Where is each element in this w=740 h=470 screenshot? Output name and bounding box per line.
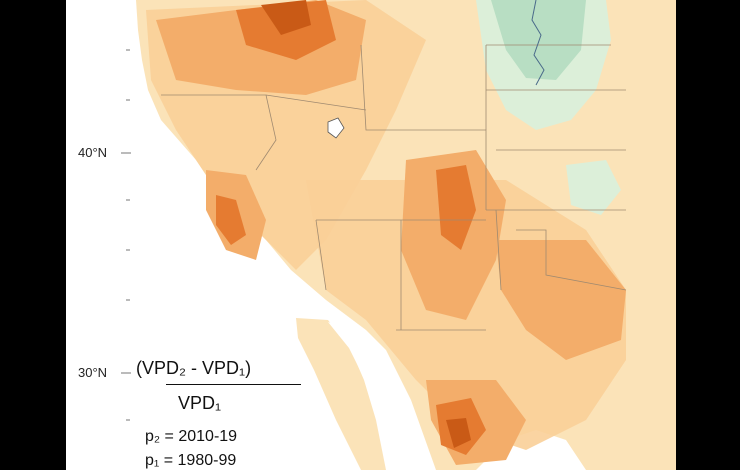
- latitude-label-40n: 40°N: [78, 145, 108, 160]
- period-1-label: p₁ = 1980-99: [145, 452, 237, 469]
- map-frame: 40°N 30°N (VPD₂ - VPD₁) VPD₁ p₂ = 2010-1…: [66, 0, 676, 470]
- formula-numerator: (VPD₂ - VPD₁): [136, 358, 252, 378]
- gulf-of-california: [328, 322, 416, 470]
- green-anomaly-core: [491, 0, 586, 80]
- river: [531, 0, 545, 86]
- great-salt-lake: [327, 117, 345, 139]
- formula-denominator: VPD₁: [178, 393, 222, 413]
- vpd-change-map: [66, 0, 676, 470]
- baja-california: [296, 318, 386, 470]
- latitude-ticks: [121, 49, 131, 421]
- green-anomaly-east: [566, 160, 621, 215]
- deepest-core-idaho: [261, 0, 311, 35]
- state-borders: [161, 44, 627, 331]
- deepest-core-mexico: [446, 418, 471, 448]
- dark-orange-california: [216, 195, 246, 245]
- period-2-label: p₂ = 2010-19: [145, 428, 238, 445]
- mid-orange-texas: [496, 240, 626, 360]
- formula-fraction-line: [166, 384, 301, 385]
- latitude-label-30n: 30°N: [78, 365, 108, 380]
- dark-orange-colorado: [436, 165, 476, 250]
